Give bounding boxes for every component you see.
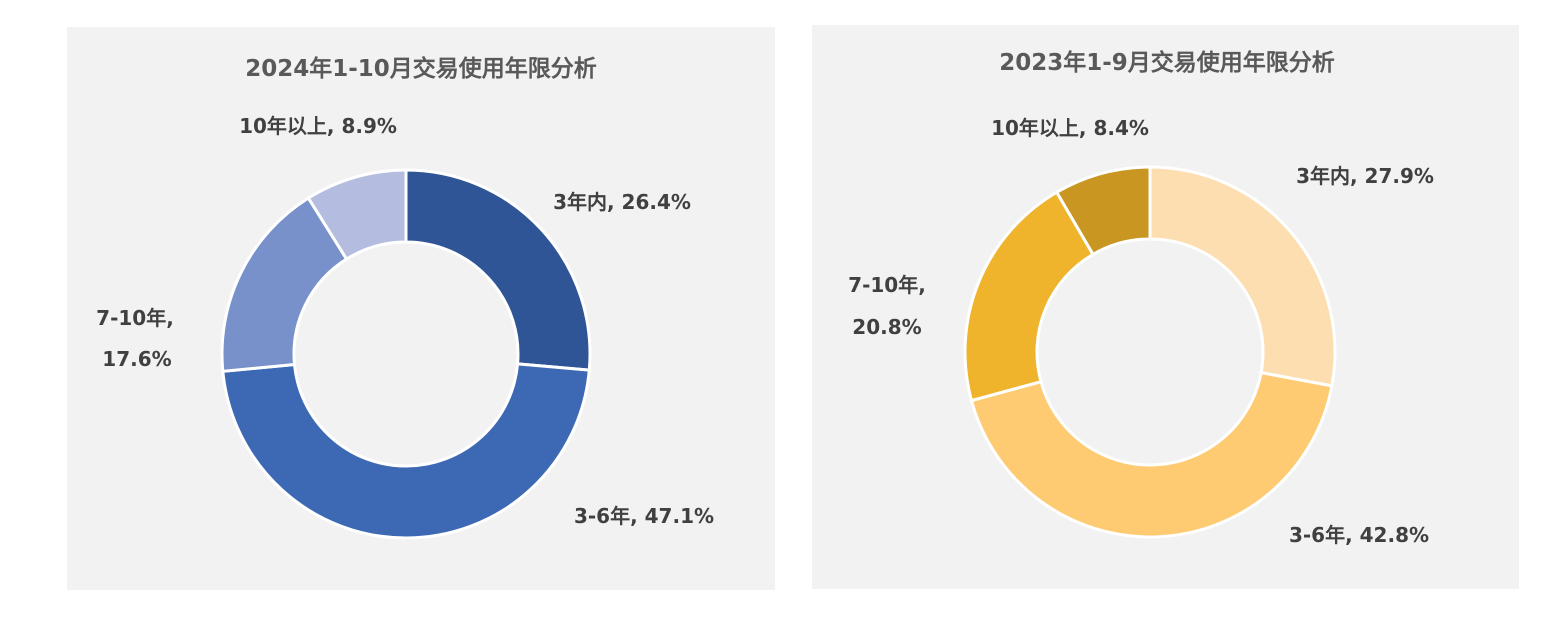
donut-slice-3年内 (404, 168, 592, 372)
data-label-7-10年: 7-10年, (96, 306, 174, 330)
data-label-7-10年: 7-10年, (848, 273, 926, 297)
data-label-3年内: 3年内, 27.9% (1296, 164, 1434, 188)
donut-slices (220, 168, 592, 540)
data-label-10年以上: 10年以上, 8.4% (991, 116, 1149, 140)
chart-panel-2024: 2024年1-10月交易使用年限分析 3年内, 26.4% 3-6年, 47.1… (67, 27, 775, 590)
chart-panel-2023: 2023年1-9月交易使用年限分析 3年内, 27.9% 3-6年, 42.8%… (812, 25, 1519, 589)
data-label-10年以上: 10年以上, 8.9% (239, 114, 397, 138)
data-label-7-10年-percent: 17.6% (102, 347, 171, 371)
donut-slice-3-6年 (969, 370, 1334, 539)
donut-slice-3年内 (1148, 165, 1337, 388)
data-label-3-6年: 3-6年, 42.8% (1289, 523, 1429, 547)
donut-slice-10年以上 (306, 168, 408, 262)
chart-title: 2024年1-10月交易使用年限分析 (245, 55, 597, 82)
data-label-3-6年: 3-6年, 47.1% (574, 504, 714, 528)
data-label-7-10年-percent: 20.8% (852, 315, 921, 339)
data-label-3年内: 3年内, 26.4% (553, 190, 691, 214)
donut-chart-2023: 2023年1-9月交易使用年限分析 3年内, 27.9% 3-6年, 42.8%… (848, 49, 1434, 547)
donut-slice-7-10年 (963, 190, 1096, 403)
donut-slice-3-6年 (221, 362, 591, 540)
donut-slices (963, 165, 1337, 539)
chart-title: 2023年1-9月交易使用年限分析 (999, 49, 1335, 76)
donut-chart-2024: 2024年1-10月交易使用年限分析 3年内, 26.4% 3-6年, 47.1… (96, 55, 714, 540)
donut-slice-10年以上 (1054, 165, 1152, 257)
